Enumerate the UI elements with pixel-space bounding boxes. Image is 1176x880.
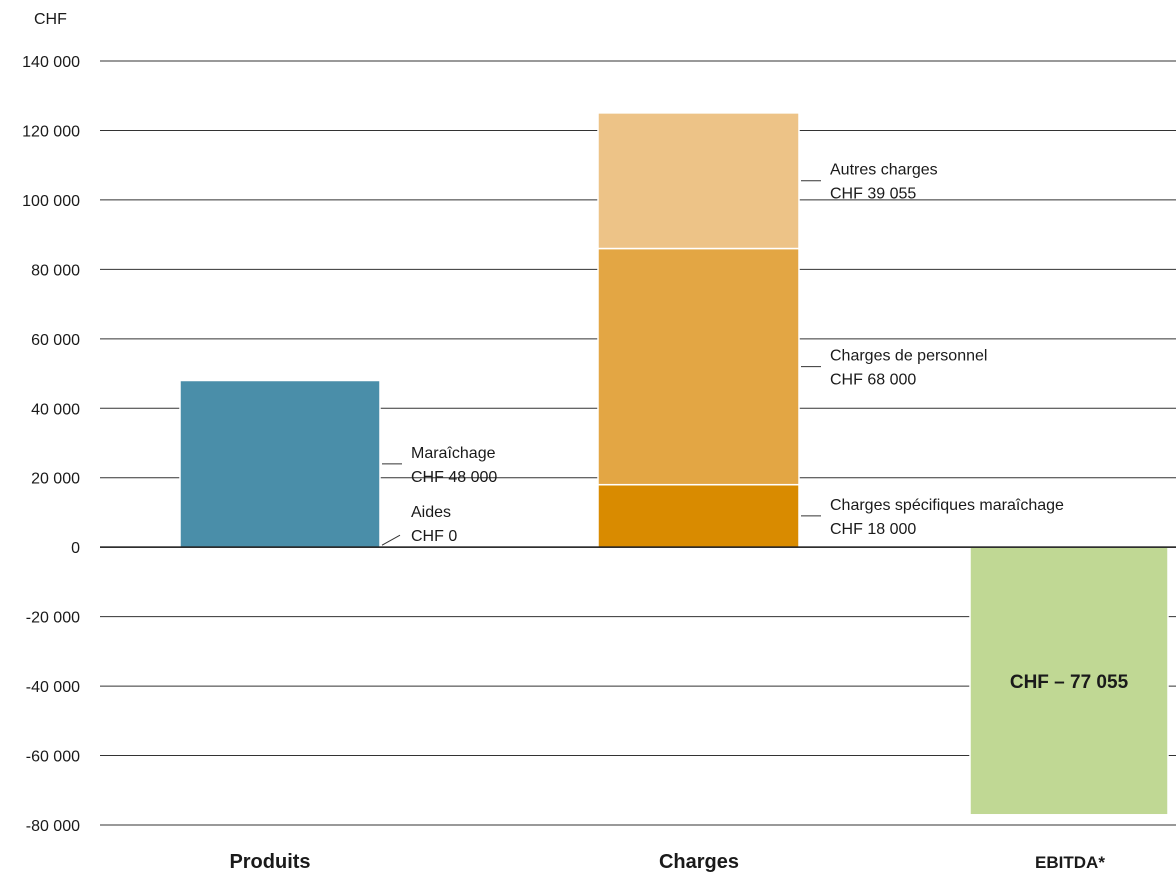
annotation-name: Charges de personnel <box>830 348 987 365</box>
leader-line <box>381 534 401 546</box>
annotations: Aides CHF 0 Maraîchage CHF 48 000 Charges sp… <box>381 162 1129 693</box>
y-tick-label: 0 <box>71 540 80 557</box>
bar-charges-de-personnel <box>597 247 800 486</box>
annotation-name: Charges spécifiques maraîchage <box>830 497 1064 514</box>
annotation-name: Autres charges <box>830 162 938 179</box>
y-tick-label: 140 000 <box>22 54 80 71</box>
annotation-value: CHF 18 000 <box>830 521 916 538</box>
annotation-value: CHF 0 <box>411 528 457 545</box>
bar-charges-sp-cifiques-mara-chage <box>597 483 800 548</box>
annotation-name: Maraîchage <box>411 445 496 462</box>
y-tick-label: 100 000 <box>22 193 80 210</box>
y-tick-label: 20 000 <box>31 471 80 488</box>
bars <box>179 112 1169 816</box>
annotation-value: CHF 68 000 <box>830 372 916 389</box>
annotation-name: Aides <box>411 504 451 521</box>
y-axis-unit-label: CHF <box>34 11 67 28</box>
annotation-value: CHF 48 000 <box>411 469 497 486</box>
bar-autres-charges <box>597 112 800 250</box>
bar-ebitda- <box>969 546 1169 816</box>
x-category-label: EBITDA* <box>1035 853 1105 872</box>
bar-mara-chage <box>179 379 381 548</box>
y-tick-label: -20 000 <box>26 610 80 627</box>
y-tick-label: 120 000 <box>22 123 80 140</box>
x-category-label: Charges <box>659 851 739 873</box>
x-axis-categories: Produits Charges EBITDA* <box>229 851 1105 873</box>
y-axis-ticks: 140 000 120 000 100 000 80 000 60 000 40 000 2… <box>22 54 80 835</box>
y-tick-label: 40 000 <box>31 401 80 418</box>
y-tick-label: -60 000 <box>26 749 80 766</box>
y-tick-label: 80 000 <box>31 262 80 279</box>
y-tick-label: -40 000 <box>26 679 80 696</box>
y-tick-label: -80 000 <box>26 818 80 835</box>
x-category-label: Produits <box>229 851 310 873</box>
y-tick-label: 60 000 <box>31 332 80 349</box>
annotation-value: CHF 39 055 <box>830 186 916 203</box>
ebitda-value-label: CHF – 77 055 <box>1010 672 1129 693</box>
